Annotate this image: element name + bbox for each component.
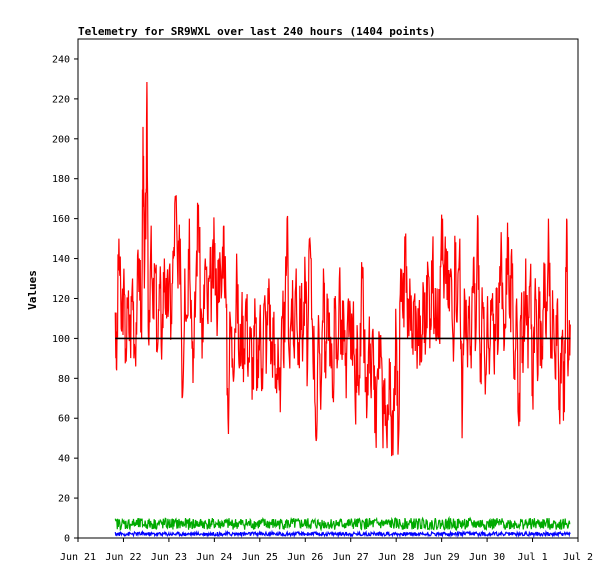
series-line-main	[114, 81, 571, 457]
y-tick-label: 180	[52, 174, 70, 185]
x-tick-label: Jul 2	[563, 552, 593, 563]
y-tick-label: 40	[58, 454, 70, 465]
y-axis-label: Values	[26, 270, 39, 310]
y-tick-label: 80	[58, 374, 70, 385]
y-tick-label: 20	[58, 494, 70, 505]
x-tick-label: Jun 22	[105, 552, 141, 563]
chart-title: Telemetry for SR9WXL over last 240 hours…	[78, 25, 436, 38]
series-line-band-2	[114, 515, 571, 532]
series-line-band-3	[114, 529, 571, 539]
x-tick-label: Jul 1	[517, 552, 547, 563]
plot-frame	[77, 38, 579, 539]
x-tick-label: Jun 23	[151, 552, 187, 563]
x-axis-ticks: Jun 21 Jun 22 Jun 23 Jun 24 Jun 25 Jun 26 Jun …	[60, 538, 593, 563]
x-tick-label: Jun 30	[469, 552, 505, 563]
y-tick-label: 160	[52, 214, 70, 225]
y-tick-label: 140	[52, 254, 70, 265]
y-tick-label: 200	[52, 134, 70, 145]
y-tick-label: 120	[52, 294, 70, 305]
y-tick-label: 100	[52, 334, 70, 345]
series-layer	[114, 81, 571, 539]
y-tick-label: 220	[52, 94, 70, 105]
x-tick-label: Jun 24	[196, 552, 232, 563]
x-tick-label: Jun 27	[333, 552, 369, 563]
x-tick-label: Jun 21	[60, 552, 96, 563]
x-tick-label: Jun 28	[378, 552, 414, 563]
y-tick-label: 60	[58, 414, 70, 425]
x-tick-label: Jun 25	[242, 552, 278, 563]
y-tick-label: 0	[64, 534, 70, 545]
x-tick-label: Jun 26	[287, 552, 323, 563]
y-tick-label: 240	[52, 54, 70, 65]
y-axis-ticks: 0 20 40 60 80 100 120 140 160 180 200 220 240	[52, 54, 78, 545]
x-tick-label: Jun 29	[424, 552, 460, 563]
